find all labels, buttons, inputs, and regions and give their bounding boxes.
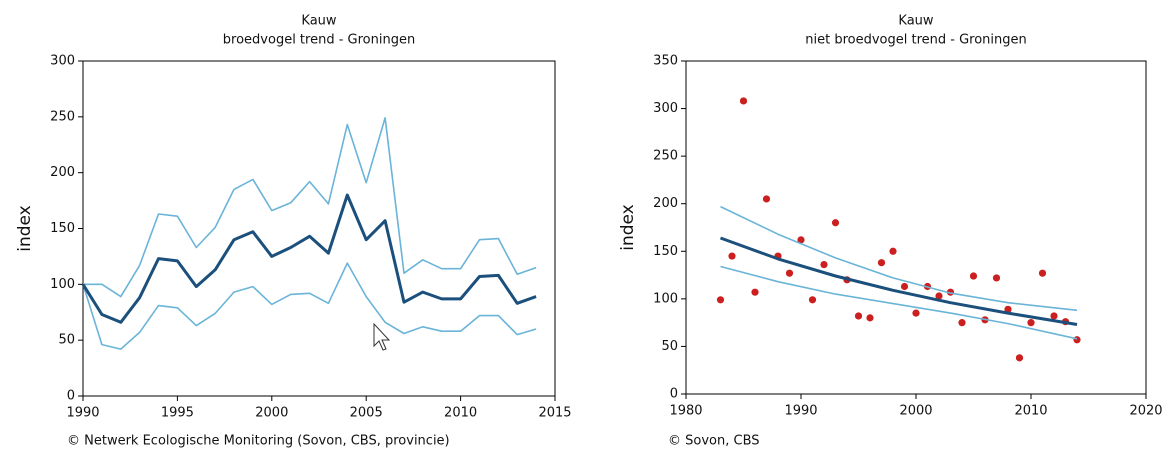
y-tick-label: 300 bbox=[50, 54, 75, 69]
trend-line bbox=[83, 117, 537, 298]
x-tick-label: 2010 bbox=[444, 406, 477, 421]
data-point bbox=[900, 282, 909, 291]
data-point bbox=[1027, 319, 1035, 327]
data-point bbox=[820, 261, 828, 269]
y-axis-label: index bbox=[15, 205, 35, 252]
y-tick-label: 250 bbox=[653, 149, 678, 164]
data-point bbox=[785, 269, 794, 277]
y-tick-label: 350 bbox=[653, 54, 678, 69]
x-tick-label: 2010 bbox=[1014, 404, 1047, 419]
y-tick-label: 50 bbox=[661, 339, 678, 354]
x-tick-label: 1995 bbox=[161, 406, 194, 421]
data-point bbox=[797, 236, 805, 244]
data-point bbox=[912, 309, 920, 317]
data-point bbox=[854, 312, 863, 320]
data-point bbox=[1050, 312, 1058, 320]
x-tick-label: 2005 bbox=[350, 406, 383, 421]
data-point bbox=[1004, 305, 1012, 313]
trend-line bbox=[720, 265, 1078, 340]
data-point bbox=[958, 319, 966, 327]
trend-line bbox=[81, 193, 537, 324]
y-tick-label: 300 bbox=[653, 101, 678, 116]
y-tick-label: 150 bbox=[653, 244, 678, 259]
x-tick-label: 2015 bbox=[538, 406, 571, 421]
data-point bbox=[935, 292, 943, 300]
data-point bbox=[1015, 354, 1024, 362]
chart-subtitle: broedvogel trend - Groningen bbox=[223, 33, 415, 48]
data-point bbox=[866, 314, 874, 322]
data-point bbox=[889, 247, 897, 255]
data-point bbox=[751, 288, 759, 296]
trend-line bbox=[82, 262, 537, 350]
data-point bbox=[1038, 269, 1047, 277]
data-point bbox=[762, 195, 771, 203]
credit: © Sovon, CBS bbox=[668, 434, 760, 449]
data-point bbox=[808, 296, 817, 304]
data-point bbox=[877, 259, 886, 267]
trend-line bbox=[719, 236, 1078, 326]
y-tick-label: 200 bbox=[50, 165, 75, 180]
data-point bbox=[728, 252, 736, 260]
data-point bbox=[1073, 336, 1081, 344]
y-tick-label: 50 bbox=[58, 333, 75, 348]
y-tick-label: 0 bbox=[67, 389, 75, 404]
chart-title: Kauw bbox=[301, 14, 337, 29]
trend-line bbox=[720, 205, 1078, 312]
y-tick-label: 100 bbox=[50, 277, 75, 292]
x-tick-label: 2000 bbox=[899, 404, 932, 419]
y-tick-label: 250 bbox=[50, 109, 75, 124]
x-tick-label: 2020 bbox=[1129, 404, 1162, 419]
x-tick-label: 2000 bbox=[255, 406, 288, 421]
x-tick-label: 1990 bbox=[66, 406, 99, 421]
data-point bbox=[969, 272, 978, 280]
mouse-cursor bbox=[373, 322, 391, 351]
data-point bbox=[992, 274, 1001, 282]
data-point bbox=[716, 296, 725, 304]
x-tick-label: 1990 bbox=[784, 404, 817, 419]
y-tick-label: 100 bbox=[653, 291, 678, 306]
x-tick-label: 1980 bbox=[669, 404, 702, 419]
y-tick-label: 0 bbox=[670, 387, 678, 402]
data-point bbox=[739, 97, 748, 105]
y-tick-label: 200 bbox=[653, 196, 678, 211]
y-tick-label: 150 bbox=[50, 221, 75, 236]
y-axis-label: index bbox=[618, 204, 638, 251]
chart-title: Kauw bbox=[898, 14, 934, 29]
data-point bbox=[831, 219, 840, 227]
chart-subtitle: niet broedvogel trend - Groningen bbox=[805, 33, 1027, 48]
credit: © Netwerk Ecologische Monitoring (Sovon,… bbox=[67, 434, 450, 449]
